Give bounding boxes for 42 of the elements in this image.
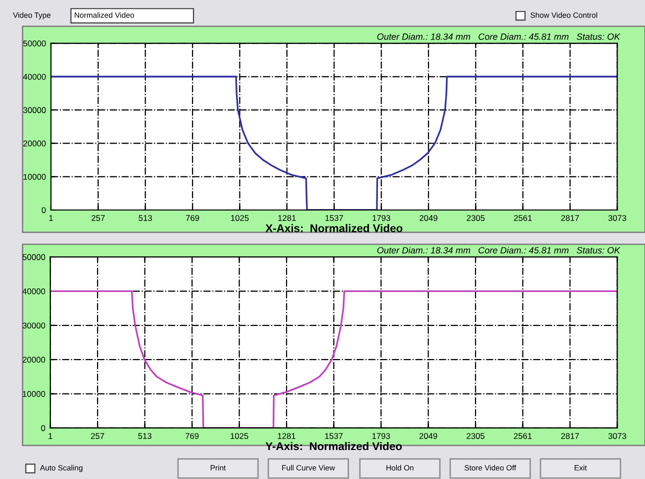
y-tick-label: 40000 [22, 288, 46, 294]
y-tick-label: 10000 [22, 390, 46, 397]
x-tick-label: 769 [186, 433, 199, 439]
x-tick-label: 2305 [466, 433, 484, 439]
x-tick-label: 1025 [231, 215, 249, 221]
chart-subtitle: Outer Diam.: 18.34 mm Core Diam.: 45.81 mm Status: OK [377, 33, 620, 40]
x-tick-label: 3073 [608, 433, 626, 439]
x-tick-label: 2305 [466, 215, 485, 221]
x-tick-label: 2561 [514, 215, 532, 221]
x-axis-title: X-Axis: Normalized Video [265, 224, 402, 232]
y-tick-label: 50000 [23, 40, 46, 46]
x-tick-label: 1281 [278, 433, 296, 439]
x-tick-label: 1 [49, 215, 53, 221]
y-tick-label: 30000 [23, 107, 46, 114]
x-tick-label: 513 [138, 215, 152, 221]
y-tick-label: 40000 [23, 74, 46, 80]
x-tick-label: 1025 [230, 433, 248, 439]
y-tick-label: 0 [41, 425, 46, 432]
y-tick-label: 20000 [22, 356, 46, 363]
x-tick-label: 2817 [561, 215, 579, 221]
x-tick-label: 1 [48, 433, 52, 439]
x-tick-label: 2049 [419, 433, 438, 439]
x-tick-label: 2561 [514, 433, 532, 439]
y-tick-label: 10000 [24, 174, 46, 180]
x-tick-label: 1537 [325, 215, 343, 221]
chart-subtitle: Outer Diam.: 18.34 mm Core Diam.: 45.81 mm Status: OK [377, 246, 620, 254]
x-tick-label: 1281 [278, 215, 296, 221]
x-tick-label: 257 [91, 433, 104, 439]
x-tick-label: 1793 [372, 433, 390, 439]
x-tick-label: 1537 [325, 433, 343, 439]
y-tick-label: 30000 [22, 322, 46, 328]
x-tick-label: 513 [138, 433, 152, 439]
x-tick-label: 2817 [561, 433, 579, 439]
x-tick-label: 1793 [372, 215, 390, 221]
x-tick-label: 2049 [420, 215, 438, 221]
x-tick-label: 257 [92, 215, 105, 221]
x-tick-label: 3073 [608, 215, 626, 221]
x-tick-label: 769 [186, 215, 200, 221]
x-axis-title: Y-Axis: Normalized Video [266, 442, 402, 450]
y-tick-label: 20000 [23, 140, 46, 146]
y-tick-label: 50000 [22, 254, 46, 260]
y-tick-label: 0 [42, 207, 46, 214]
